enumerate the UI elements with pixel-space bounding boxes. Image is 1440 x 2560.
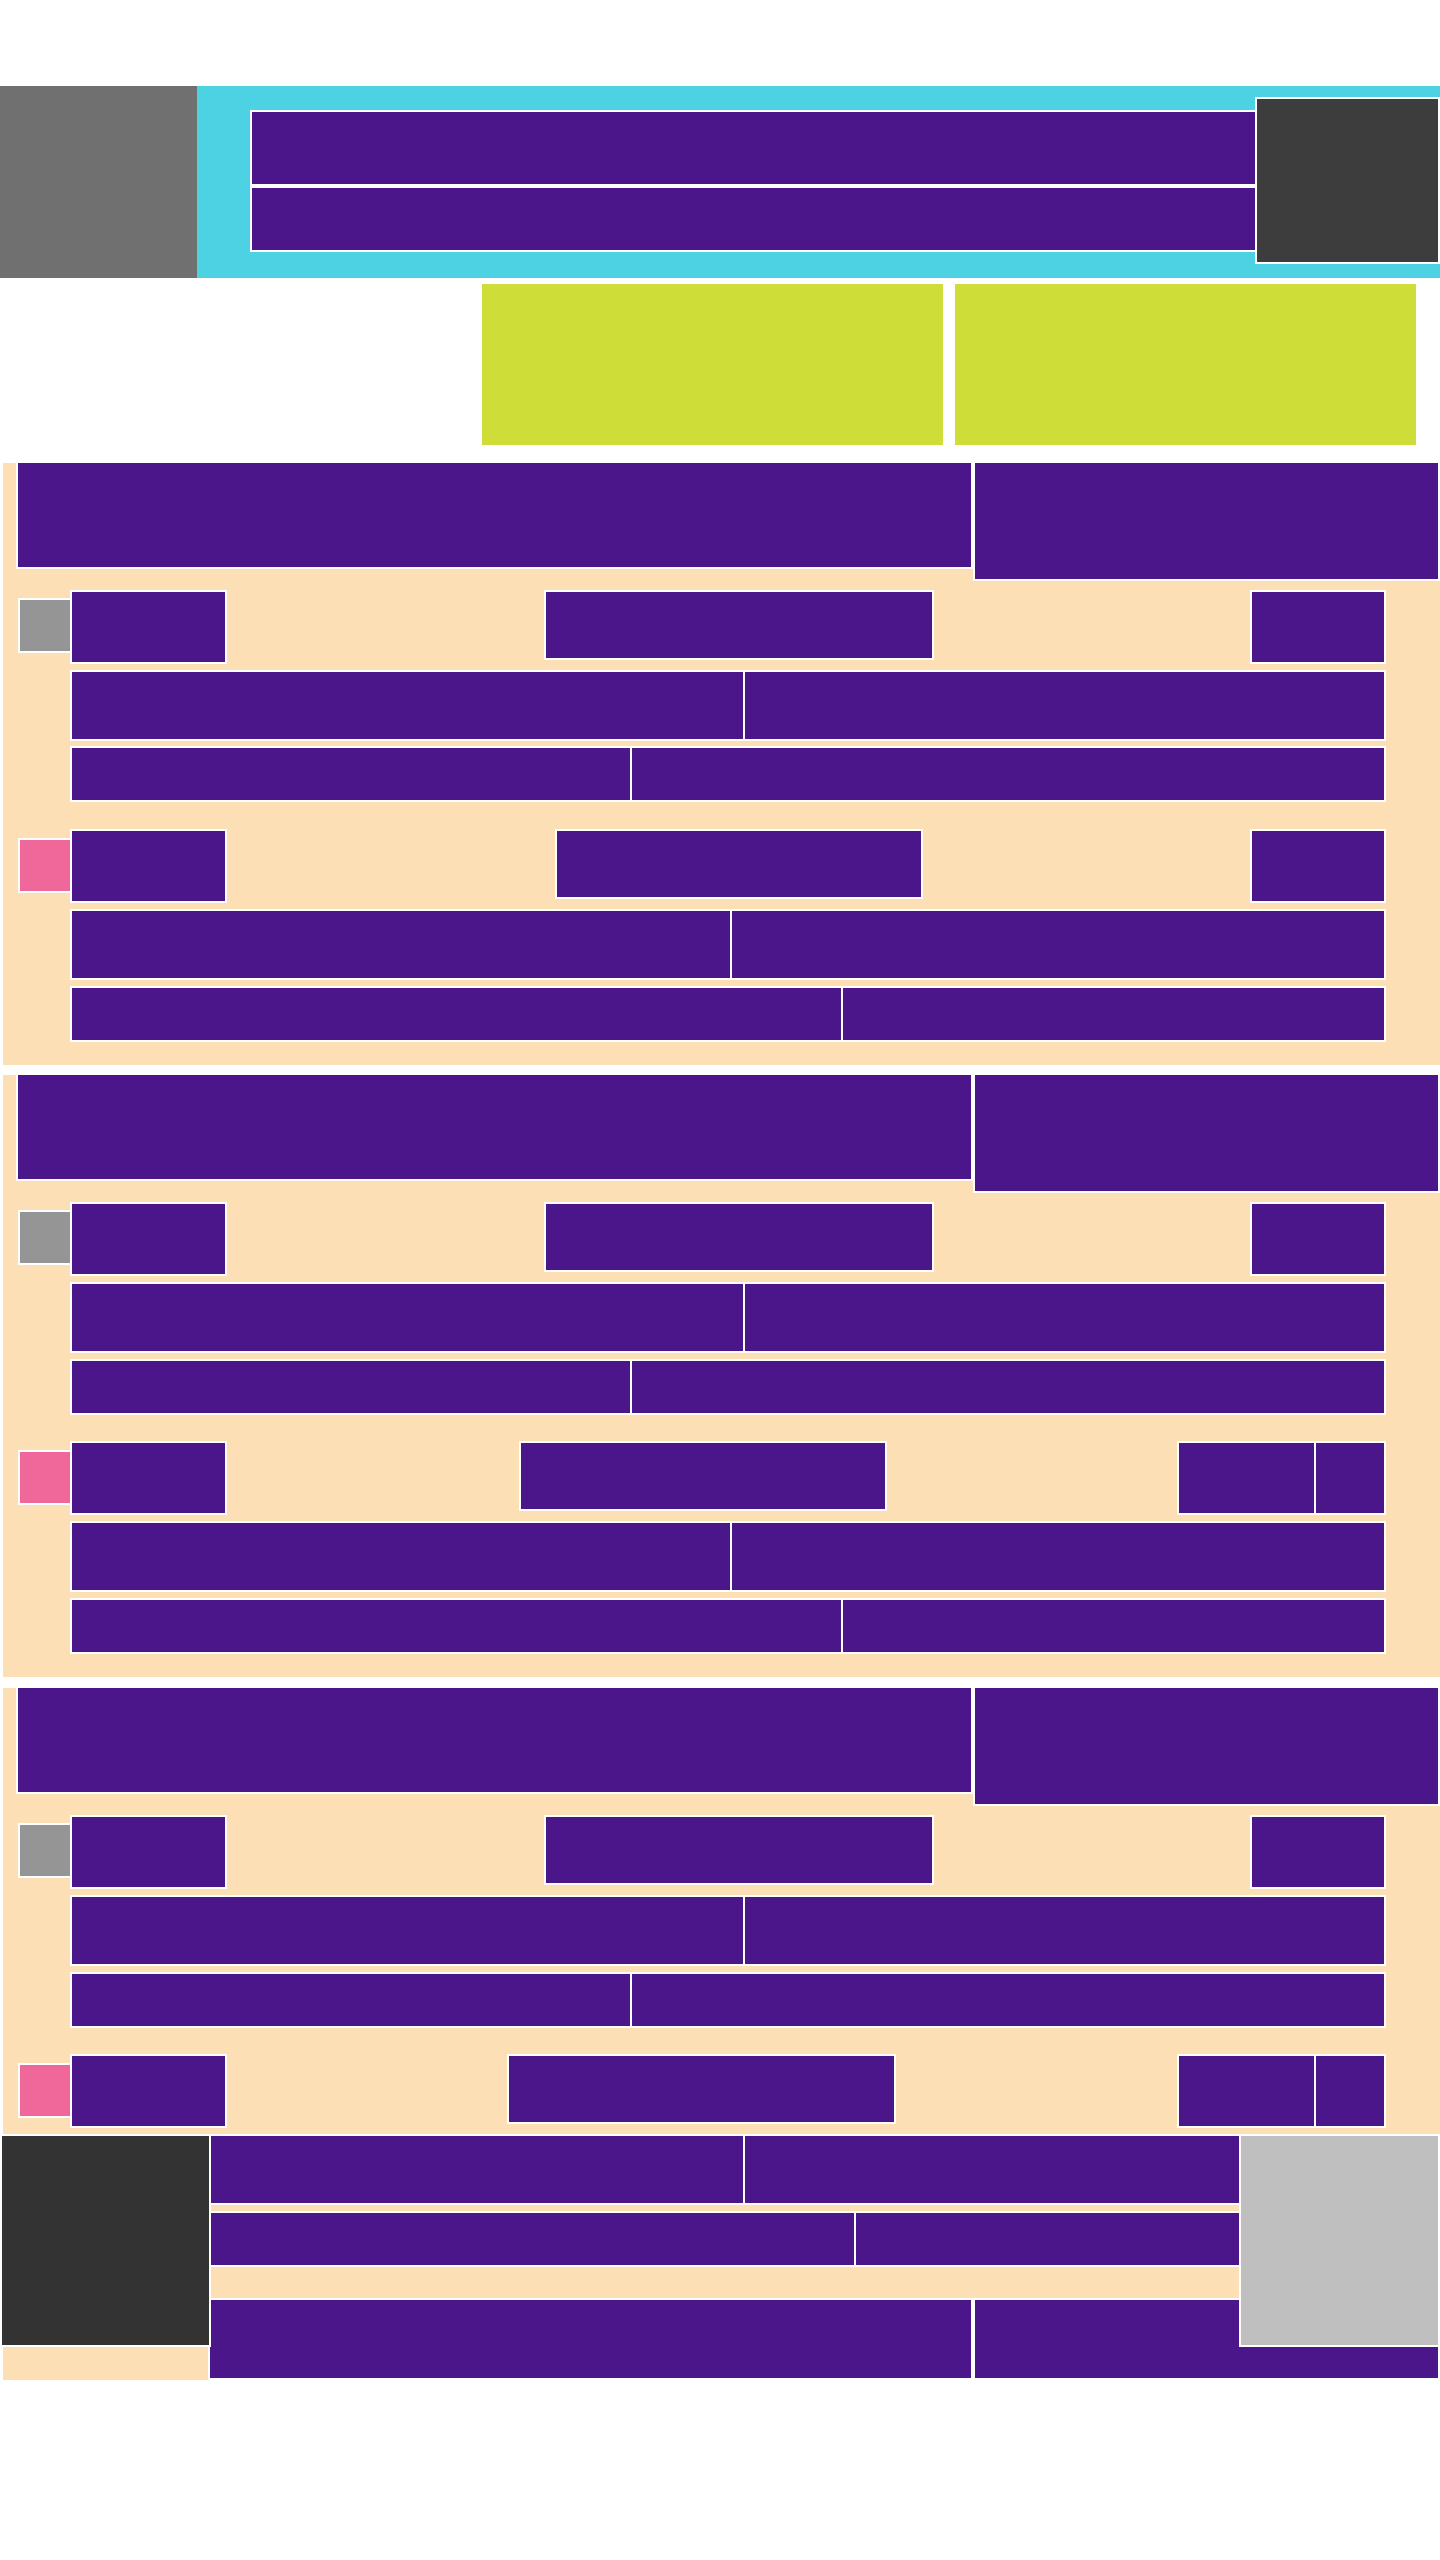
item-field bbox=[70, 1282, 745, 1353]
item-field bbox=[70, 1521, 732, 1592]
section-action-button[interactable] bbox=[973, 1073, 1440, 1193]
item-field bbox=[507, 2054, 896, 2124]
status-neutral-icon bbox=[18, 598, 73, 653]
item-field bbox=[70, 909, 732, 980]
item-action-button[interactable] bbox=[1314, 1441, 1386, 1515]
item-field bbox=[70, 746, 632, 802]
menu-icon[interactable] bbox=[1255, 97, 1440, 264]
item-field bbox=[630, 1972, 1386, 2028]
item-field bbox=[70, 1815, 227, 1889]
tab-second[interactable] bbox=[955, 284, 1416, 445]
item-field bbox=[544, 590, 934, 660]
page-subtitle bbox=[250, 186, 1260, 252]
item-field bbox=[544, 1815, 934, 1885]
overlay-dark-panel[interactable] bbox=[0, 2134, 211, 2347]
item-field bbox=[70, 590, 227, 664]
item-field bbox=[70, 986, 843, 1042]
tab-first[interactable] bbox=[482, 284, 943, 445]
item-field bbox=[70, 1359, 632, 1415]
section-action-button[interactable] bbox=[973, 461, 1440, 581]
item-field bbox=[854, 2211, 1241, 2267]
section-title bbox=[16, 1073, 973, 1181]
status-alert-icon bbox=[18, 2063, 73, 2118]
status-alert-icon bbox=[18, 1450, 73, 1505]
item-action-button[interactable] bbox=[1250, 1202, 1386, 1276]
item-field bbox=[743, 1282, 1386, 1353]
item-action-button[interactable] bbox=[1177, 2054, 1316, 2128]
item-field bbox=[743, 1895, 1386, 1966]
item-field bbox=[70, 2054, 227, 2128]
item-field bbox=[70, 1895, 745, 1966]
item-field bbox=[630, 1359, 1386, 1415]
section-action-button[interactable] bbox=[973, 1686, 1440, 1806]
item-field bbox=[730, 1521, 1386, 1592]
item-field bbox=[70, 829, 227, 903]
item-field bbox=[70, 1202, 227, 1276]
section-title bbox=[16, 1686, 973, 1794]
item-field bbox=[555, 829, 923, 899]
item-field bbox=[70, 1598, 843, 1654]
item-field bbox=[208, 2134, 745, 2205]
item-field bbox=[544, 1202, 934, 1272]
status-neutral-icon bbox=[18, 1210, 73, 1265]
item-field bbox=[70, 1972, 632, 2028]
section-title bbox=[16, 461, 973, 569]
item-field bbox=[841, 1598, 1386, 1654]
item-action-button[interactable] bbox=[1177, 1441, 1316, 1515]
item-action-button[interactable] bbox=[1314, 2054, 1386, 2128]
section-title bbox=[208, 2298, 973, 2380]
item-field bbox=[630, 746, 1386, 802]
item-field bbox=[208, 2211, 856, 2267]
item-field bbox=[519, 1441, 887, 1511]
item-field bbox=[730, 909, 1386, 980]
item-action-button[interactable] bbox=[1250, 829, 1386, 903]
header-logo-icon[interactable] bbox=[0, 86, 197, 278]
item-field bbox=[743, 670, 1386, 741]
item-field bbox=[70, 1441, 227, 1515]
status-alert-icon bbox=[18, 838, 73, 893]
item-field bbox=[841, 986, 1386, 1042]
item-action-button[interactable] bbox=[1250, 590, 1386, 664]
overlay-light-panel[interactable] bbox=[1239, 2134, 1440, 2347]
page-title bbox=[250, 110, 1260, 186]
status-neutral-icon bbox=[18, 1823, 73, 1878]
item-action-button[interactable] bbox=[1250, 1815, 1386, 1889]
item-field bbox=[70, 670, 745, 741]
item-field bbox=[743, 2134, 1241, 2205]
